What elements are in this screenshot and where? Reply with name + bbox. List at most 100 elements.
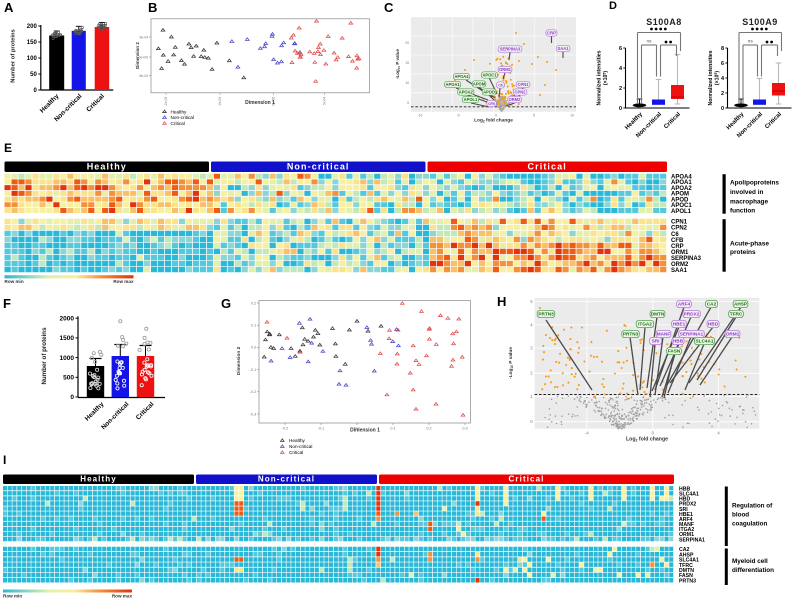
svg-text:SLC4A1: SLC4A1	[696, 339, 714, 344]
svg-text:Non-critical: Non-critical	[287, 162, 350, 172]
svg-text:C6: C6	[671, 232, 679, 238]
svg-text:2: 2	[619, 86, 622, 92]
svg-text:SAA1: SAA1	[558, 46, 570, 51]
svg-text:0e+00: 0e+00	[272, 97, 276, 106]
svg-text:APOM: APOM	[473, 82, 486, 87]
svg-text:ORM2: ORM2	[671, 262, 689, 268]
svg-text:(×105): (×105)	[602, 71, 609, 86]
svg-text:5: 5	[533, 113, 535, 117]
svg-text:Row max: Row max	[112, 594, 133, 599]
svg-text:A: A	[4, 0, 14, 15]
svg-text:ORM1: ORM1	[679, 532, 694, 538]
svg-text:HBE1: HBE1	[673, 322, 686, 327]
svg-text:Row min: Row min	[5, 279, 24, 284]
svg-text:ITGA2: ITGA2	[679, 527, 694, 533]
svg-text:PRTN3: PRTN3	[538, 312, 554, 317]
svg-text:0.2: 0.2	[426, 427, 431, 431]
svg-text:S100A8: S100A8	[646, 17, 682, 27]
svg-text:ns: ns	[646, 40, 652, 45]
svg-text:0.0: 0.0	[251, 346, 256, 350]
svg-text:Acute-phase: Acute-phase	[730, 241, 769, 248]
svg-text:B: B	[148, 0, 157, 15]
svg-text:20: 20	[405, 41, 409, 45]
svg-text:3: 3	[530, 346, 533, 351]
svg-text:FASN: FASN	[679, 573, 693, 579]
svg-text:0.2: 0.2	[251, 301, 256, 305]
svg-text:Healthy: Healthy	[171, 109, 188, 114]
svg-text:APOL1: APOL1	[671, 209, 692, 215]
svg-text:10: 10	[570, 113, 574, 117]
svg-text:APOA1: APOA1	[671, 180, 692, 186]
svg-text:0: 0	[495, 113, 497, 117]
svg-text:Non-critical: Non-critical	[289, 444, 312, 449]
svg-text:F: F	[3, 296, 11, 311]
svg-text:2: 2	[530, 371, 533, 376]
svg-text:-0.1: -0.1	[250, 368, 257, 372]
svg-text:50: 50	[30, 72, 37, 78]
svg-text:FASN: FASN	[668, 349, 681, 354]
svg-text:SLC4A1: SLC4A1	[679, 558, 699, 564]
svg-text:500: 500	[63, 375, 74, 382]
svg-text:differentiation: differentiation	[732, 567, 774, 574]
svg-text:Row max: Row max	[113, 279, 134, 284]
svg-text:5e-04: 5e-04	[140, 35, 149, 39]
svg-text:C: C	[384, 0, 394, 15]
svg-text:SERPINA3: SERPINA3	[671, 256, 702, 262]
svg-text:function: function	[730, 208, 755, 215]
svg-text:150: 150	[27, 40, 38, 46]
svg-text:Healthy: Healthy	[80, 475, 117, 484]
svg-text:PRDX2: PRDX2	[684, 312, 700, 317]
svg-text:C6: C6	[498, 84, 502, 88]
svg-text:-0.3: -0.3	[250, 412, 257, 416]
svg-text:0: 0	[70, 394, 74, 401]
svg-text:Number of proteins: Number of proteins	[41, 327, 48, 385]
svg-text:SERPINA1: SERPINA1	[680, 332, 704, 337]
svg-text:2000: 2000	[60, 315, 75, 322]
svg-text:AHSP: AHSP	[679, 552, 694, 558]
svg-text:(×105): (×105)	[714, 71, 721, 86]
svg-text:ORM1: ORM1	[726, 332, 740, 337]
svg-text:E: E	[4, 141, 12, 155]
svg-text:Dimension 2: Dimension 2	[135, 42, 140, 69]
svg-text:4: 4	[530, 322, 533, 327]
svg-text:-1e-03: -1e-03	[164, 97, 168, 106]
svg-text:PRDX2: PRDX2	[679, 502, 696, 508]
svg-text:-0.1: -0.1	[318, 427, 325, 431]
svg-text:HBD: HBD	[679, 497, 690, 503]
svg-text:1500: 1500	[60, 335, 75, 342]
svg-text:Dimension 1: Dimension 1	[245, 100, 275, 106]
svg-text:ORM1: ORM1	[671, 250, 689, 256]
svg-text:CA2: CA2	[707, 302, 717, 307]
svg-text:0.1: 0.1	[390, 427, 395, 431]
svg-text:Number of proteins: Number of proteins	[11, 29, 17, 82]
svg-text:HBB: HBB	[679, 486, 690, 492]
svg-text:Myeloid cell: Myeloid cell	[732, 558, 768, 565]
svg-text:2: 2	[721, 91, 724, 97]
svg-text:1000: 1000	[60, 355, 75, 362]
svg-text:CA2: CA2	[679, 547, 689, 553]
svg-text:4: 4	[721, 76, 725, 82]
svg-text:5: 5	[530, 299, 533, 304]
svg-text:HBD: HBD	[708, 322, 719, 327]
svg-text:0e+00: 0e+00	[139, 55, 149, 59]
svg-text:Log2 fold change: Log2 fold change	[474, 118, 513, 124]
svg-text:MANF: MANF	[657, 332, 671, 337]
svg-text:0: 0	[652, 431, 655, 436]
svg-text:Row min: Row min	[3, 594, 22, 599]
svg-text:SERPINA3: SERPINA3	[500, 47, 521, 52]
svg-text:0: 0	[721, 106, 724, 112]
svg-text:ITGA2: ITGA2	[638, 322, 652, 327]
svg-text:APOA2: APOA2	[671, 186, 692, 192]
svg-text:-5e-04: -5e-04	[138, 74, 148, 78]
svg-text:blood: blood	[732, 512, 749, 519]
svg-text:D: D	[609, 0, 617, 12]
svg-text:ORM1: ORM1	[499, 67, 512, 72]
svg-text:PRTN3: PRTN3	[679, 578, 696, 584]
svg-text:0.3: 0.3	[462, 427, 467, 431]
svg-text:-4: -4	[585, 431, 589, 436]
svg-text:200: 200	[27, 24, 38, 30]
svg-text:coagulation: coagulation	[732, 521, 767, 528]
svg-text:ARF4: ARF4	[679, 517, 693, 523]
svg-text:PRTN3: PRTN3	[623, 332, 639, 337]
svg-text:8: 8	[721, 46, 724, 52]
